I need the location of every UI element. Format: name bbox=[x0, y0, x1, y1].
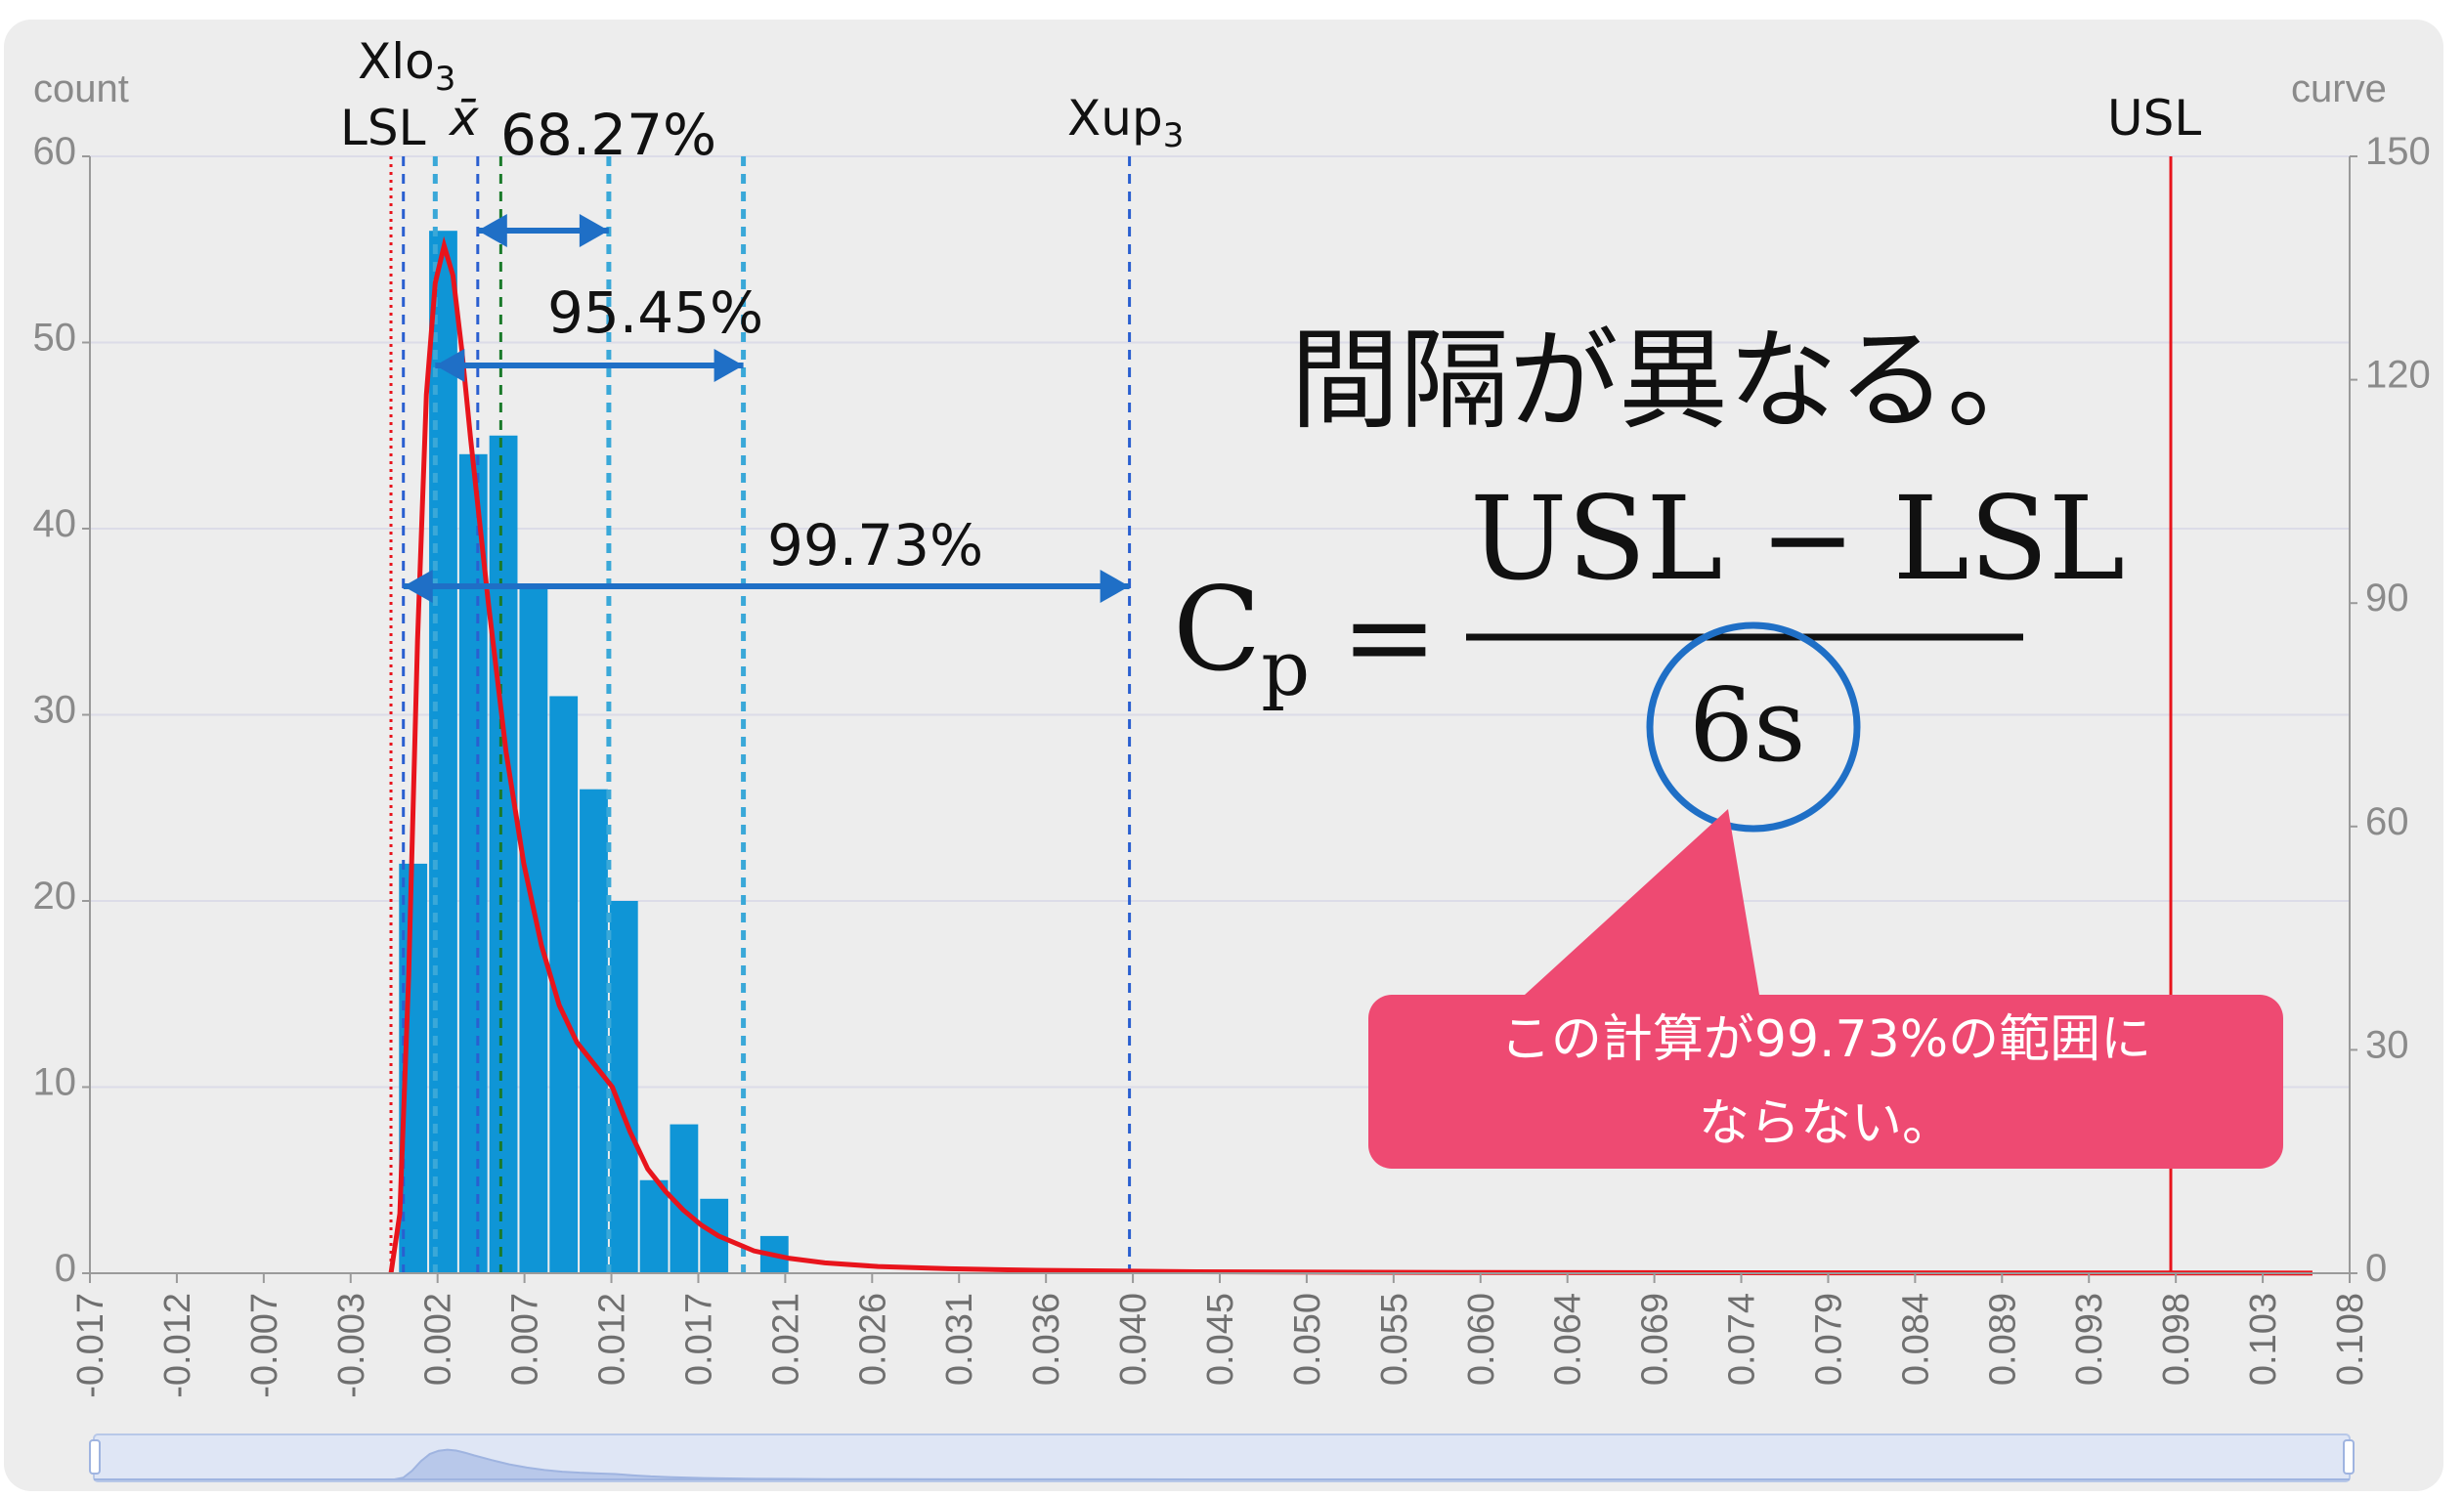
y2-tick-label: 30 bbox=[2365, 1023, 2409, 1066]
left-axis-ticks: 0 10 20 30 40 50 60 bbox=[33, 130, 90, 1290]
x-tick-label: 0.036 bbox=[1026, 1293, 1067, 1386]
histogram-bar bbox=[458, 453, 488, 1273]
y-tick-label: 10 bbox=[33, 1061, 77, 1104]
x-tick-label: 0.021 bbox=[765, 1293, 806, 1386]
x-axis-ticks: -0.017 -0.012 -0.007 -0.003 0.002 0.007 0.012 0… bbox=[70, 1273, 2371, 1398]
y2-tick-label: 60 bbox=[2365, 800, 2409, 843]
histogram-bar bbox=[639, 1179, 669, 1273]
pct-68-label: 68.27% bbox=[500, 102, 716, 168]
y-tick-label: 20 bbox=[33, 875, 77, 918]
histogram-bar bbox=[519, 584, 548, 1273]
arrow-68-head-right bbox=[579, 214, 609, 247]
sigma-range-arrows bbox=[403, 214, 1130, 603]
x-tick-label: -0.003 bbox=[331, 1293, 372, 1398]
x-tick-label: 0.050 bbox=[1287, 1293, 1328, 1386]
usl-label: USL bbox=[2107, 90, 2201, 147]
left-axis-title: count bbox=[33, 67, 129, 110]
x-tick-label: -0.012 bbox=[157, 1293, 198, 1398]
pct-99-label: 99.73% bbox=[767, 512, 983, 578]
formula-denominator: 6s bbox=[1689, 665, 1806, 785]
arrow-68-head-left bbox=[477, 214, 507, 247]
x-tick-label: 0.017 bbox=[678, 1293, 719, 1386]
x-tick-label: 0.079 bbox=[1808, 1293, 1849, 1386]
x-tick-label: 0.074 bbox=[1722, 1293, 1763, 1386]
right-axis-title: curve bbox=[2291, 67, 2387, 110]
x-tick-label: 0.098 bbox=[2156, 1293, 2197, 1386]
arrow-99-head-left bbox=[403, 570, 433, 603]
y-tick-label: 50 bbox=[33, 317, 77, 360]
zoom-slider-preview bbox=[94, 1448, 2350, 1480]
highlight-circle bbox=[1646, 621, 1861, 833]
x-tick-label: 0.012 bbox=[592, 1293, 633, 1386]
x-tick-label: 0.045 bbox=[1200, 1293, 1241, 1386]
xbar-label: x̄ bbox=[448, 90, 479, 147]
histogram-bar bbox=[580, 789, 608, 1273]
arrow-95-head-left bbox=[435, 349, 465, 382]
arrow-99-head-right bbox=[1100, 570, 1130, 603]
y-tick-label: 30 bbox=[33, 689, 77, 732]
y-tick-label: 40 bbox=[33, 502, 77, 545]
x-tick-label: 0.040 bbox=[1113, 1293, 1154, 1386]
formula-lhs: Cp bbox=[1173, 562, 1310, 713]
arrow-95-head-right bbox=[713, 349, 744, 382]
x-tick-label: 0.026 bbox=[852, 1293, 893, 1386]
x-tick-label: 0.089 bbox=[1982, 1293, 2023, 1386]
x-tick-label: -0.007 bbox=[244, 1293, 285, 1398]
x-tick-label: 0.108 bbox=[2330, 1293, 2371, 1386]
right-axis-ticks: 0 30 60 90 120 150 bbox=[2350, 130, 2431, 1290]
lsl-label: LSL bbox=[340, 100, 426, 156]
distribution-curve bbox=[388, 235, 2313, 1276]
x-tick-label: 0.007 bbox=[505, 1293, 546, 1386]
x-tick-label: 0.031 bbox=[939, 1293, 980, 1386]
x-tick-label: 0.002 bbox=[418, 1293, 459, 1386]
pct-95-label: 95.45% bbox=[547, 279, 763, 346]
y-tick-label: 60 bbox=[33, 130, 77, 173]
x-tick-label: 0.093 bbox=[2069, 1293, 2110, 1386]
x-tick-label: -0.017 bbox=[70, 1293, 111, 1398]
zoom-handle-right[interactable] bbox=[2343, 1439, 2355, 1475]
heading-text: 間隔が異なる。 bbox=[1290, 318, 2056, 445]
zoom-handle-left[interactable] bbox=[89, 1439, 101, 1475]
x-tick-label: 0.069 bbox=[1635, 1293, 1676, 1386]
x-tick-label: 0.064 bbox=[1548, 1293, 1589, 1386]
xup3-label: Xup3 bbox=[1067, 90, 1184, 155]
y2-tick-label: 0 bbox=[2365, 1247, 2387, 1290]
formula-numerator: USL − LSL bbox=[1470, 471, 2125, 606]
histogram-bar bbox=[489, 435, 518, 1273]
histogram-bars bbox=[399, 231, 789, 1274]
formula-equals: = bbox=[1341, 569, 1438, 704]
x-tick-label: 0.103 bbox=[2243, 1293, 2284, 1386]
xlo3-label: Xlo3 bbox=[358, 33, 455, 99]
x-tick-label: 0.060 bbox=[1461, 1293, 1502, 1386]
callout-text: この計算が99.73%の範囲に ならない。 bbox=[1499, 1010, 2152, 1153]
callout-pointer bbox=[1525, 809, 1759, 995]
callout-box bbox=[1368, 995, 2283, 1169]
y2-tick-label: 150 bbox=[2365, 130, 2431, 173]
y2-tick-label: 90 bbox=[2365, 577, 2409, 620]
y-tick-label: 0 bbox=[55, 1247, 76, 1290]
x-tick-label: 0.055 bbox=[1374, 1293, 1415, 1386]
y2-tick-label: 120 bbox=[2365, 354, 2431, 397]
x-tick-label: 0.084 bbox=[1895, 1293, 1936, 1386]
